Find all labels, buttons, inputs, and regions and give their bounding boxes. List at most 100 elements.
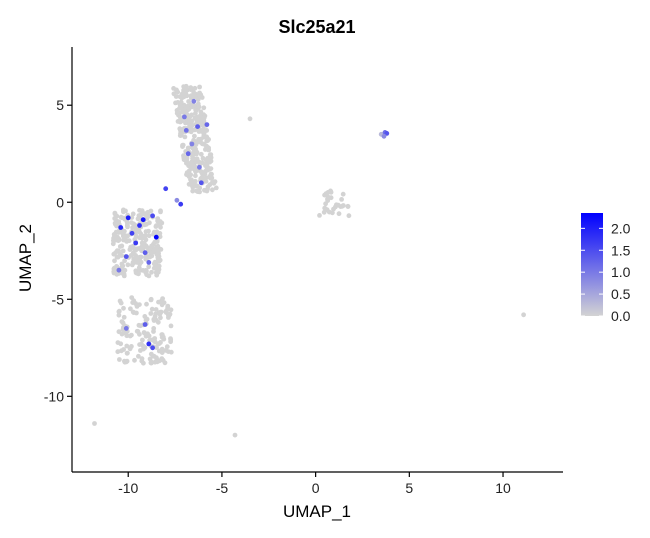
data-point bbox=[210, 187, 215, 193]
data-point bbox=[177, 105, 182, 111]
data-point bbox=[186, 117, 192, 123]
data-point bbox=[154, 345, 159, 350]
x-tick-label: 0 bbox=[312, 480, 320, 496]
data-point bbox=[142, 250, 148, 256]
data-point bbox=[166, 312, 171, 318]
data-point bbox=[148, 297, 154, 303]
data-point bbox=[131, 221, 137, 227]
data-point bbox=[247, 116, 253, 122]
data-point bbox=[184, 160, 189, 166]
data-point bbox=[207, 159, 213, 165]
data-point bbox=[115, 340, 121, 345]
data-point bbox=[328, 195, 334, 201]
data-point bbox=[134, 246, 140, 252]
data-point bbox=[194, 159, 200, 164]
data-point bbox=[188, 125, 194, 131]
data-point bbox=[118, 214, 124, 220]
data-point bbox=[202, 171, 208, 177]
data-point bbox=[213, 185, 219, 191]
data-point bbox=[130, 243, 136, 249]
data-point bbox=[181, 87, 187, 93]
data-point bbox=[129, 215, 135, 220]
data-point bbox=[323, 191, 329, 197]
data-point bbox=[158, 209, 163, 215]
data-point bbox=[159, 301, 165, 306]
data-point bbox=[175, 110, 181, 115]
data-point bbox=[207, 174, 212, 180]
data-point bbox=[134, 328, 140, 334]
data-point bbox=[126, 238, 132, 244]
data-point bbox=[192, 85, 198, 91]
data-point bbox=[189, 141, 195, 147]
legend-tick-label: 0.0 bbox=[611, 308, 631, 324]
data-point bbox=[212, 179, 218, 185]
data-point bbox=[119, 348, 124, 354]
data-point bbox=[129, 344, 134, 349]
data-point bbox=[143, 237, 149, 243]
legend-tick-label: 2.0 bbox=[611, 220, 631, 236]
data-point bbox=[317, 213, 322, 218]
data-point bbox=[129, 332, 134, 338]
data-point bbox=[208, 155, 214, 161]
data-point bbox=[154, 359, 160, 365]
data-point bbox=[112, 258, 117, 264]
data-point bbox=[189, 182, 195, 188]
data-point bbox=[201, 127, 207, 133]
data-point bbox=[157, 222, 162, 228]
data-point bbox=[146, 341, 152, 347]
data-point bbox=[118, 225, 124, 230]
data-point bbox=[117, 357, 122, 362]
data-point bbox=[181, 94, 187, 100]
data-point bbox=[138, 348, 143, 353]
data-point bbox=[124, 343, 130, 349]
data-point bbox=[197, 164, 202, 170]
data-point bbox=[129, 230, 135, 236]
data-point bbox=[136, 227, 142, 233]
data-point bbox=[119, 261, 125, 267]
data-point bbox=[151, 318, 157, 323]
data-point bbox=[155, 268, 161, 274]
data-point bbox=[186, 99, 192, 104]
data-point bbox=[181, 84, 187, 89]
data-point bbox=[381, 133, 387, 139]
data-point bbox=[191, 98, 197, 104]
data-point bbox=[144, 316, 150, 322]
data-point bbox=[112, 238, 117, 243]
data-point bbox=[188, 113, 193, 119]
data-point bbox=[132, 237, 138, 242]
data-point bbox=[132, 357, 137, 363]
data-point bbox=[207, 182, 213, 188]
data-point bbox=[335, 202, 341, 208]
data-point bbox=[133, 268, 139, 274]
data-point bbox=[140, 343, 146, 349]
data-point bbox=[149, 269, 154, 275]
data-point bbox=[171, 91, 177, 97]
data-point bbox=[146, 233, 152, 239]
data-point bbox=[182, 114, 187, 120]
data-point bbox=[137, 342, 143, 347]
data-point bbox=[164, 344, 170, 350]
data-point bbox=[199, 141, 205, 147]
data-point bbox=[125, 215, 131, 221]
data-point bbox=[158, 315, 163, 321]
data-point bbox=[146, 228, 151, 234]
legend-tick-label: 0.5 bbox=[611, 286, 631, 302]
data-point bbox=[145, 209, 151, 215]
data-point bbox=[139, 208, 145, 214]
data-point bbox=[168, 323, 174, 329]
axes: -10 -5 0 5 10 5 0 -5 -10 bbox=[44, 47, 563, 496]
data-point bbox=[198, 151, 204, 157]
data-point bbox=[168, 307, 174, 313]
data-point bbox=[192, 94, 198, 99]
data-point bbox=[192, 178, 198, 184]
data-point bbox=[173, 100, 178, 106]
data-point bbox=[198, 109, 204, 115]
data-point bbox=[201, 115, 207, 121]
data-point bbox=[121, 273, 127, 279]
data-point bbox=[195, 114, 201, 120]
y-tick-label: 5 bbox=[56, 97, 64, 113]
data-point bbox=[141, 360, 146, 366]
data-point bbox=[185, 145, 191, 151]
data-point bbox=[147, 337, 153, 343]
